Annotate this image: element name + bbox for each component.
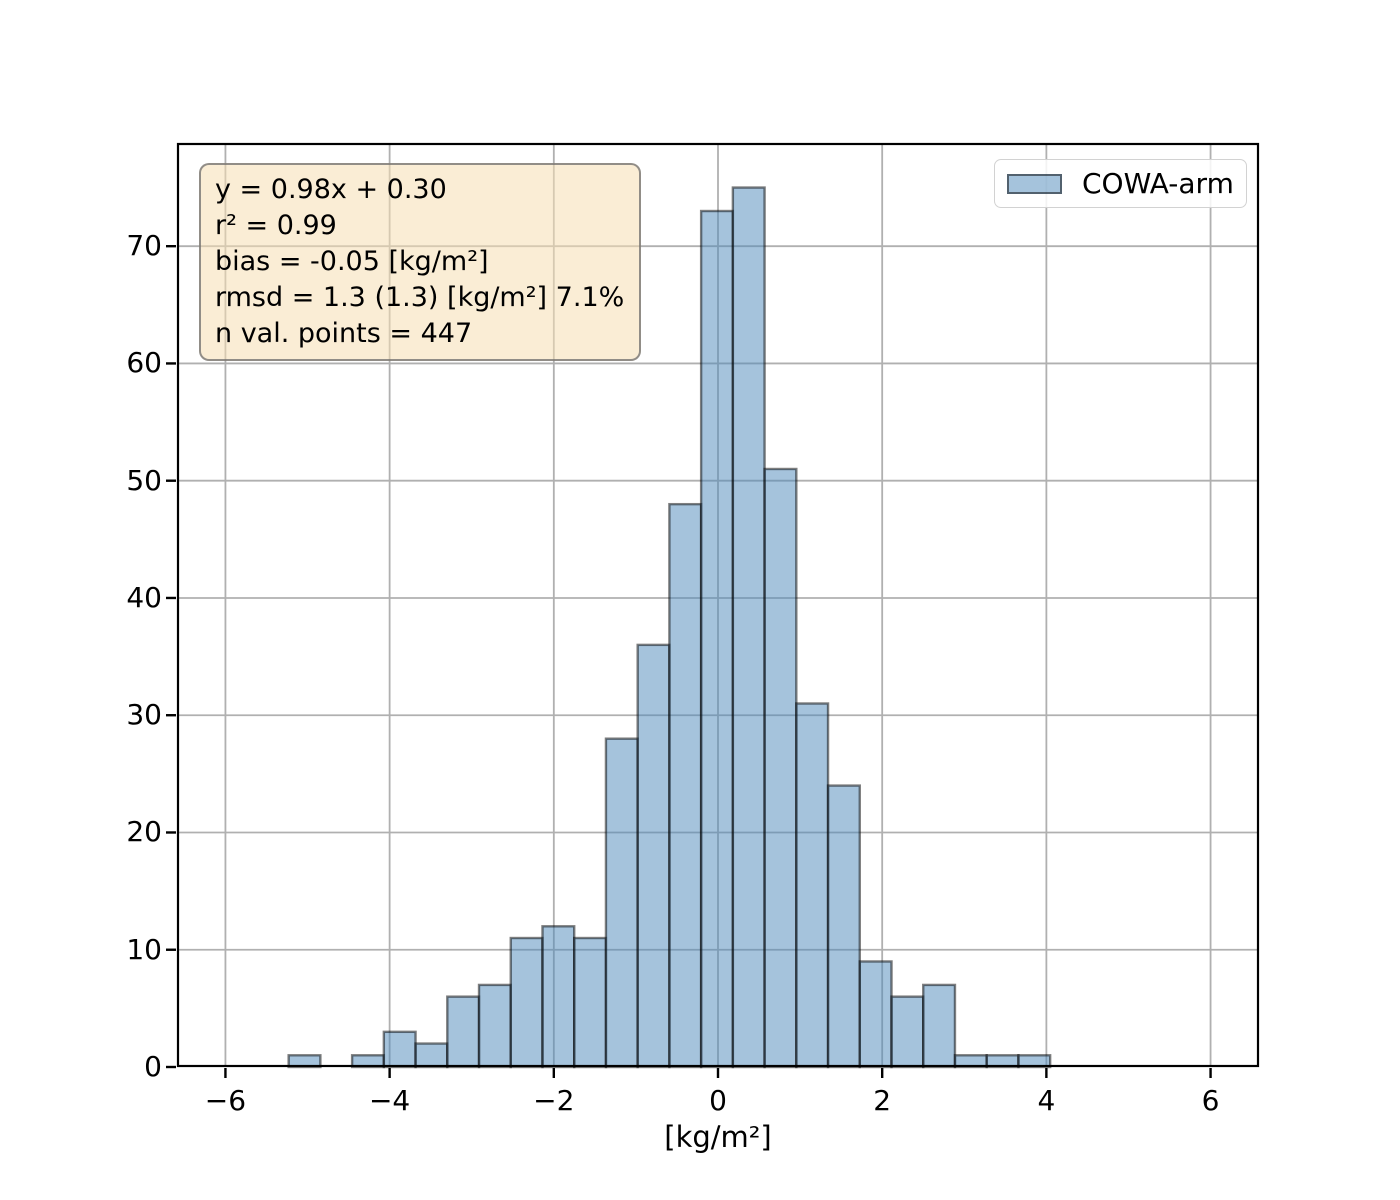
histogram-bar xyxy=(414,1042,449,1069)
x-tick-label: 0 xyxy=(709,1084,727,1117)
stats-line-fit: y = 0.98x + 0.30 xyxy=(215,174,447,205)
histogram-bar xyxy=(858,960,893,1069)
legend-swatch-icon xyxy=(1007,173,1062,194)
x-tick-label: −2 xyxy=(533,1084,575,1117)
histogram-bar xyxy=(382,1030,417,1069)
histogram-bar xyxy=(731,186,766,1069)
x-tick-label: 2 xyxy=(873,1084,892,1117)
y-tick-label: 70 xyxy=(126,229,162,263)
histogram-bar xyxy=(477,983,512,1069)
stats-line-bias: bias = -0.05 [kg/m²] xyxy=(215,246,489,277)
histogram-bar xyxy=(922,983,957,1069)
histogram-bar xyxy=(699,209,735,1069)
x-tick-label: −4 xyxy=(368,1084,411,1117)
histogram-bar xyxy=(541,925,576,1069)
histogram-bar xyxy=(636,643,671,1069)
x-tick-label: 4 xyxy=(1037,1084,1056,1117)
legend-label: COWA-arm xyxy=(1082,167,1234,200)
histogram-bar xyxy=(668,502,703,1069)
stats-line-npoints: n val. points = 447 xyxy=(215,318,473,349)
histogram-bar xyxy=(826,784,861,1069)
y-tick-label: 60 xyxy=(126,346,162,380)
histogram-bar xyxy=(509,936,544,1069)
histogram-bar xyxy=(446,995,481,1069)
y-tick-label: 30 xyxy=(126,698,162,732)
x-tick-label: 6 xyxy=(1201,1084,1220,1117)
y-tick-label: 10 xyxy=(126,932,162,966)
x-axis-label: [kg/m²] xyxy=(664,1120,772,1154)
histogram-bar xyxy=(890,995,925,1069)
histogram-bar xyxy=(604,737,639,1069)
histogram-chart xyxy=(166,142,1260,1078)
plot-area: y = 0.98x + 0.30 r² = 0.99 bias = -0.05 … xyxy=(166,142,1260,1078)
stats-line-r2: r² = 0.99 xyxy=(215,210,337,241)
legend: COWA-arm xyxy=(994,159,1247,208)
x-tick-label: −6 xyxy=(204,1084,247,1117)
y-tick-label: 0 xyxy=(144,1050,162,1083)
histogram-bar xyxy=(795,702,830,1069)
stats-line-rmsd: rmsd = 1.3 (1.3) [kg/m²] 7.1% xyxy=(215,282,625,313)
stats-annotation-box: y = 0.98x + 0.30 r² = 0.99 bias = -0.05 … xyxy=(199,163,641,361)
histogram-bar xyxy=(763,467,798,1069)
y-tick-label: 40 xyxy=(126,580,162,614)
plot-frame xyxy=(176,142,1260,1068)
y-tick-label: 50 xyxy=(126,463,162,497)
y-tick-label: 20 xyxy=(126,815,162,849)
histogram-bar xyxy=(573,936,608,1069)
